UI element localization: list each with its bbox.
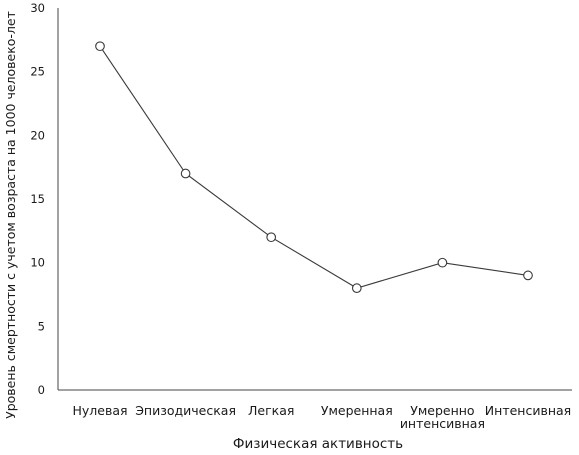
x-category-label: Умеренная: [321, 403, 393, 418]
x-category-label: Эпизодическая: [135, 403, 236, 418]
y-tick-label: 15: [30, 192, 45, 206]
x-axis-category-labels: Нулевая Эпизодическая Легкая Умеренная Умере…: [72, 403, 571, 431]
y-tick-label: 10: [30, 256, 45, 270]
data-point: [351, 283, 362, 293]
data-point: [180, 168, 191, 179]
series-line: [99, 45, 529, 289]
x-axis-title: Физическая активность: [233, 436, 403, 452]
y-tick-label: 25: [30, 65, 45, 79]
data-point: [523, 270, 533, 281]
data-point: [95, 41, 105, 52]
x-category-label: Умеренно интенсивная: [400, 403, 485, 431]
x-category-label: Нулевая: [72, 403, 127, 418]
y-tick-label: 5: [38, 319, 45, 333]
y-tick-label: 20: [30, 128, 45, 142]
data-point: [266, 232, 277, 243]
x-category-label: Легкая: [248, 403, 294, 418]
y-tick-label: 30: [30, 1, 45, 15]
x-category-label: Интенсивная: [485, 403, 571, 418]
y-axis-ticks: 0 5 10 15 20 25 30: [30, 1, 45, 397]
data-point: [437, 257, 448, 268]
data-points: [95, 41, 533, 293]
y-axis-title: Уровень смертности с учетом возраста на …: [3, 11, 18, 419]
y-tick-label: 0: [38, 383, 45, 397]
